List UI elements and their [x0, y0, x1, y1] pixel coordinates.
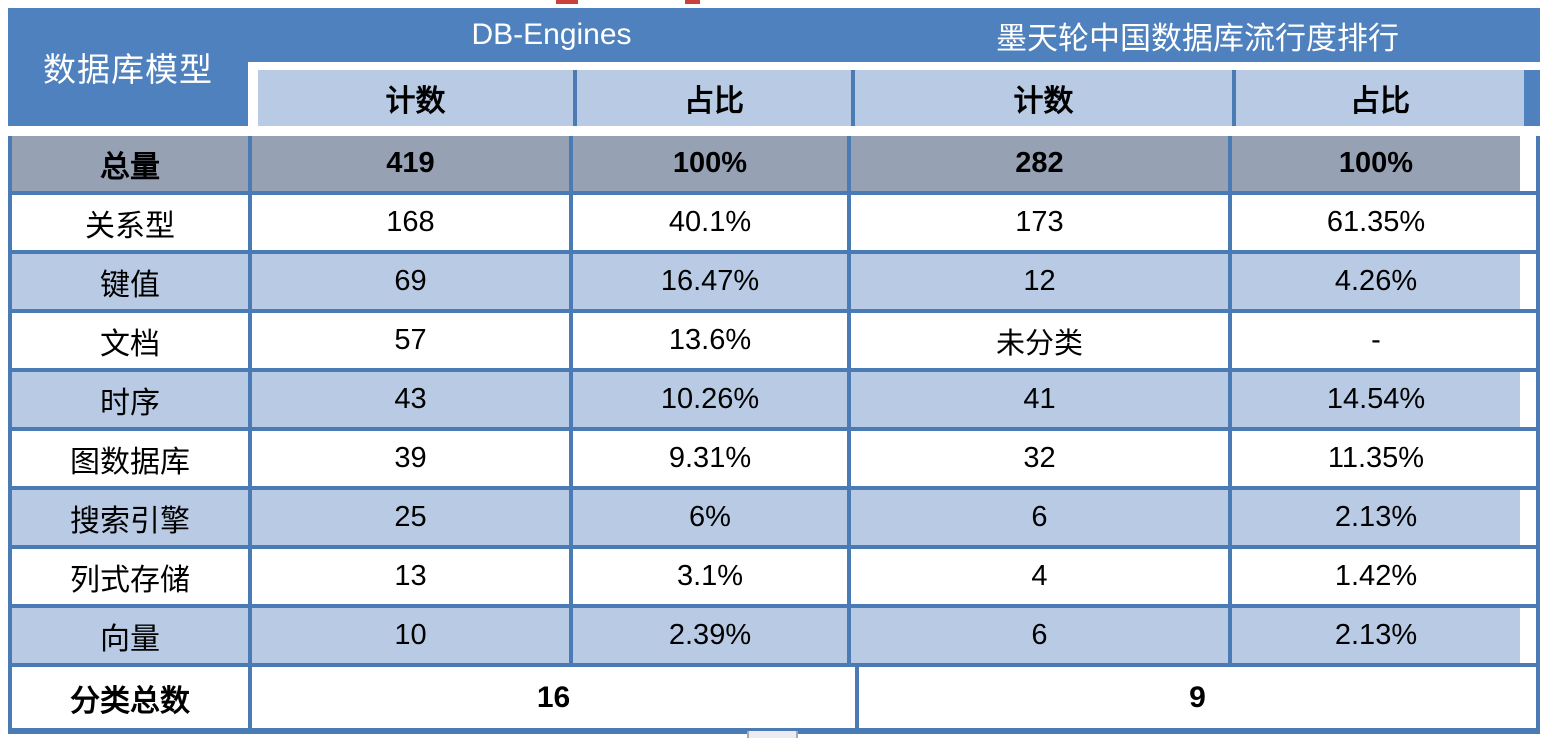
mt-count-cell: 12 [847, 254, 1228, 309]
subheader-db-count: 计数 [258, 70, 573, 126]
table-row: 图数据库 39 9.31% 32 11.35% [8, 431, 1540, 490]
subheader-mt-percent: 占比 [1232, 70, 1524, 126]
mt-count-cell: 6 [847, 608, 1228, 663]
mt-count-cell: 6 [847, 490, 1228, 545]
db-count-cell: 69 [248, 254, 569, 309]
header-divider-gap [248, 62, 1540, 70]
scrollbar-fragment-artifact [747, 731, 798, 738]
db-percent-cell: 3.1% [569, 549, 847, 604]
footer-db-total-cell: 16 [248, 667, 855, 728]
cropped-red-text-artifact [685, 0, 700, 4]
db-percent-cell: 16.47% [569, 254, 847, 309]
db-count-cell: 43 [248, 372, 569, 427]
table-row: 搜索引擎 25 6% 6 2.13% [8, 490, 1540, 549]
row-label-cell: 向量 [12, 608, 248, 663]
row-label-cell: 列式存储 [12, 549, 248, 604]
db-percent-cell: 10.26% [569, 372, 847, 427]
group-header-db-engines: DB-Engines [471, 18, 632, 51]
mt-percent-cell: 14.54% [1228, 372, 1520, 427]
db-percent-cell: 40.1% [569, 195, 847, 250]
mt-percent-cell: 2.13% [1228, 608, 1520, 663]
row-label-cell: 时序 [12, 372, 248, 427]
table-header: 数据库模型 DB-Engines 墨天轮中国数据库流行度排行 计数 占比 计数 … [8, 8, 1540, 126]
db-percent-cell: 2.39% [569, 608, 847, 663]
row-label-cell: 文档 [12, 313, 248, 368]
mt-count-cell: 4 [847, 549, 1228, 604]
db-count-cell: 39 [248, 431, 569, 486]
db-percent-cell: 9.31% [569, 431, 847, 486]
mt-percent-cell: 11.35% [1228, 431, 1520, 486]
db-count-cell: 10 [248, 608, 569, 663]
subheader-gap [248, 70, 258, 126]
header-body-gap [8, 126, 1540, 136]
row-label-cell: 图数据库 [12, 431, 248, 486]
table-row: 时序 43 10.26% 41 14.54% [8, 372, 1540, 431]
mt-count-cell: 未分类 [847, 313, 1228, 368]
db-count-cell: 25 [248, 490, 569, 545]
column-group-row: DB-Engines 墨天轮中国数据库流行度排行 [248, 8, 1540, 62]
footer-row: 分类总数 16 9 [8, 667, 1540, 734]
table-row: 键值 69 16.47% 12 4.26% [8, 254, 1540, 313]
mt-count-cell: 173 [847, 195, 1228, 250]
subheader-mt-count: 计数 [851, 70, 1232, 126]
row-label-cell: 键值 [12, 254, 248, 309]
mt-percent-cell: 4.26% [1228, 254, 1520, 309]
subheader-row: 计数 占比 计数 占比 [248, 70, 1540, 126]
footer-mt-total-cell: 9 [855, 667, 1536, 728]
db-count-cell: 168 [248, 195, 569, 250]
table-row: 文档 57 13.6% 未分类 - [8, 313, 1540, 372]
table-row: 关系型 168 40.1% 173 61.35% [8, 195, 1540, 254]
subheader-db-percent: 占比 [573, 70, 851, 126]
mt-percent-cell: 61.35% [1228, 195, 1520, 250]
row-label-cell: 搜索引擎 [12, 490, 248, 545]
table-row: 向量 10 2.39% 6 2.13% [8, 608, 1540, 667]
db-count-cell: 419 [248, 136, 569, 191]
group-header-motianlun: 墨天轮中国数据库流行度排行 [996, 20, 1399, 56]
mt-count-cell: 282 [847, 136, 1228, 191]
db-count-cell: 57 [248, 313, 569, 368]
row-label-cell: 关系型 [12, 195, 248, 250]
mt-percent-cell: 100% [1228, 136, 1520, 191]
mt-percent-cell: - [1228, 313, 1520, 368]
corner-header-cell: 数据库模型 [43, 53, 213, 89]
row-label-cell: 总量 [12, 136, 248, 191]
mt-percent-cell: 2.13% [1228, 490, 1520, 545]
database-model-comparison-table: 数据库模型 DB-Engines 墨天轮中国数据库流行度排行 计数 占比 计数 … [8, 8, 1540, 734]
db-percent-cell: 100% [569, 136, 847, 191]
mt-count-cell: 32 [847, 431, 1228, 486]
db-count-cell: 13 [248, 549, 569, 604]
table-row: 总量 419 100% 282 100% [8, 136, 1540, 195]
db-percent-cell: 13.6% [569, 313, 847, 368]
footer-label-cell: 分类总数 [12, 667, 248, 728]
table-body: 总量 419 100% 282 100% 关系型 168 40.1% 173 6… [8, 136, 1540, 667]
mt-count-cell: 41 [847, 372, 1228, 427]
table-row: 列式存储 13 3.1% 4 1.42% [8, 549, 1540, 608]
cropped-red-text-artifact [556, 0, 578, 4]
mt-percent-cell: 1.42% [1228, 549, 1520, 604]
db-percent-cell: 6% [569, 490, 847, 545]
